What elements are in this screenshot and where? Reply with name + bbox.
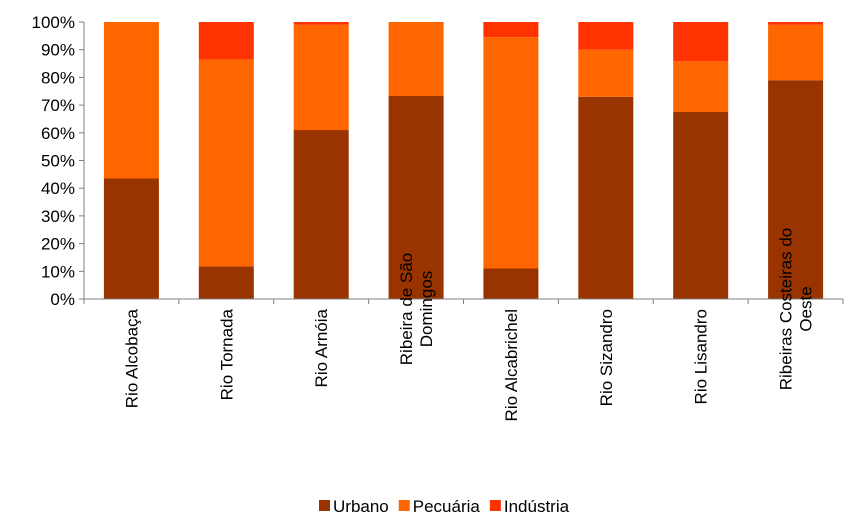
y-axis-ticks: 0% 10% 20% 30% 40% 50% 60% 70% 80% 90% 100% xyxy=(32,13,84,309)
x-category-label-line: Oeste xyxy=(797,286,816,331)
y-tick-label: 80% xyxy=(41,68,75,87)
legend-label: Pecuária xyxy=(413,497,481,516)
x-category-label: Ribeira de São Domingos xyxy=(397,253,436,365)
bar-segment-pecuria xyxy=(103,22,159,179)
axes xyxy=(83,22,844,304)
bar-segment-indstria xyxy=(673,22,729,62)
bar-segment-urbano xyxy=(198,266,254,299)
bar-segment-urbano xyxy=(578,96,634,299)
x-category-label-line: Domingos xyxy=(417,271,436,348)
bar-segment-urbano xyxy=(103,178,159,299)
bar-segment-urbano xyxy=(483,268,539,299)
y-tick-label: 70% xyxy=(41,96,75,115)
legend-swatch-urbano xyxy=(319,500,330,511)
bar-segment-indstria xyxy=(483,22,539,38)
y-tick-label: 100% xyxy=(32,13,75,32)
legend-label: Indústria xyxy=(504,497,570,516)
bar-segment-pecuria xyxy=(768,24,824,81)
bar-segment-indstria xyxy=(198,22,254,60)
y-tick-label: 20% xyxy=(41,235,75,254)
legend-swatch-pecuria xyxy=(398,500,410,511)
x-category-label-line: Rio Sizandro xyxy=(597,309,616,406)
bar-segment-indstria xyxy=(578,22,634,50)
x-category-label-line: Rio Arnóia xyxy=(312,308,331,387)
x-category-label: Ribeiras Costeiras do Oeste xyxy=(777,228,816,391)
bar-segment-urbano xyxy=(388,96,444,299)
bar-segment-indstria xyxy=(768,22,824,25)
x-category-label-line: Rio Tornada xyxy=(217,308,236,400)
bars-group xyxy=(103,22,824,299)
x-category-label-line: Ribeira de São xyxy=(397,253,416,365)
y-tick-label: 50% xyxy=(41,152,75,171)
x-category-label-line: Rio Alcabrichel xyxy=(502,309,521,421)
x-category-label: Rio Sizandro xyxy=(597,309,616,406)
y-tick-label: 60% xyxy=(41,124,75,143)
legend-label: Urbano xyxy=(333,497,389,516)
y-tick-label: 10% xyxy=(41,262,75,281)
x-category-label: Rio Alcabrichel xyxy=(502,309,521,421)
bar-segment-pecuria xyxy=(578,49,634,97)
bar-segment-pecuria xyxy=(293,24,349,131)
bar-segment-urbano xyxy=(768,80,824,299)
bar-segment-urbano xyxy=(293,130,349,299)
x-category-label-line: Rio Alcobaça xyxy=(122,308,141,408)
y-tick-label: 0% xyxy=(50,290,75,309)
x-category-label: Rio Tornada xyxy=(217,308,236,400)
bar-segment-indstria xyxy=(293,22,349,25)
bar-segment-pecuria xyxy=(388,22,444,96)
bar-segment-pecuria xyxy=(483,37,539,269)
x-category-label: Rio Alcobaça xyxy=(122,308,141,408)
y-tick-label: 40% xyxy=(41,179,75,198)
x-category-label: Rio Arnóia xyxy=(312,308,331,387)
y-tick-label: 30% xyxy=(41,207,75,226)
legend: Urbano Pecuária Indústria xyxy=(319,497,570,516)
bar-segment-urbano xyxy=(673,112,729,299)
x-axis-category-labels: Rio Alcobaça Rio Tornada Rio Arnóia Ribeira… xyxy=(122,228,815,422)
x-category-label-line: Ribeiras Costeiras do xyxy=(777,228,796,391)
legend-swatch-indstria xyxy=(489,500,501,511)
bar-segment-pecuria xyxy=(673,61,729,112)
y-tick-label: 90% xyxy=(41,41,75,60)
x-category-label-line: Rio Lisandro xyxy=(692,309,711,404)
bar-segment-pecuria xyxy=(198,59,254,267)
x-category-label: Rio Lisandro xyxy=(692,309,711,404)
